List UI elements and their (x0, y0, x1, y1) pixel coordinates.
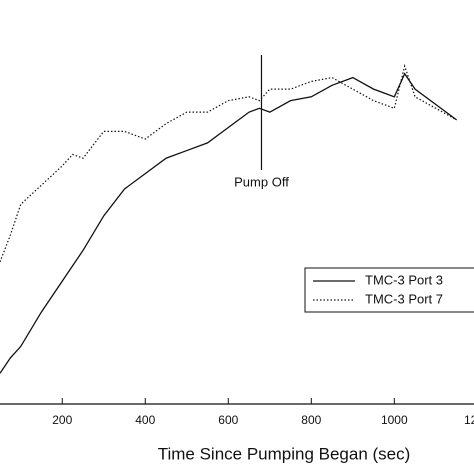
legend-label: TMC-3 Port 3 (365, 272, 443, 287)
x-tick-label: 1200 (464, 413, 474, 427)
x-tick-label: 200 (52, 413, 72, 427)
annotation-text: Pump Off (234, 174, 289, 189)
legend-label: TMC-3 Port 7 (365, 291, 443, 306)
series-line (0, 63, 457, 263)
x-tick-label: 1000 (381, 413, 408, 427)
series-line (0, 72, 457, 374)
legend-box (304, 267, 474, 313)
x-axis-label: Time Since Pumping Began (sec) (158, 444, 411, 463)
x-tick-label: 800 (301, 413, 321, 427)
x-tick-label: 400 (135, 413, 155, 427)
x-tick-label: 600 (218, 413, 238, 427)
